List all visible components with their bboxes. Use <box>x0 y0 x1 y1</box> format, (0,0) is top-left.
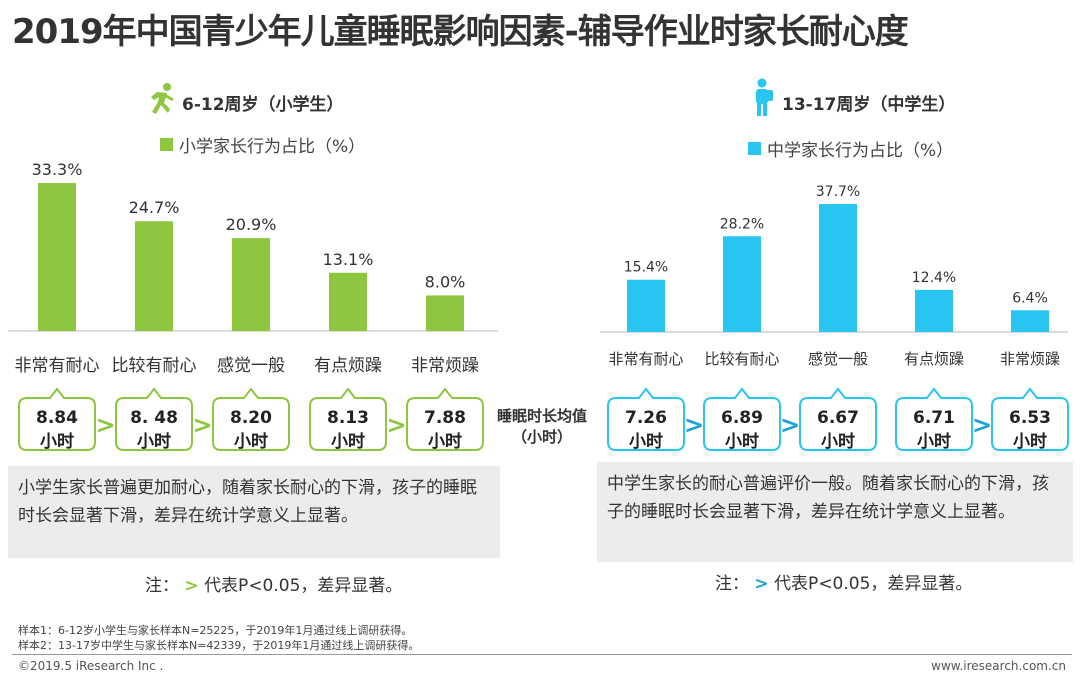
left-sleep-callout <box>309 387 387 451</box>
left-sleep-hours: 8.20 <box>230 408 272 428</box>
left-comparison-sign: > <box>192 411 212 439</box>
left-sleep-callout <box>406 387 484 451</box>
left-sleep-unit: 小时 <box>428 432 462 452</box>
right-legend-swatch <box>748 142 761 155</box>
right-legend-label: 中学家长行为占比（%） <box>767 141 954 161</box>
right-comparison-sign: > <box>684 411 704 439</box>
left-bar-value-label: 8.0% <box>425 272 466 291</box>
right-bar <box>1011 310 1049 332</box>
left-sleep-unit: 小时 <box>331 432 365 452</box>
footer-divider <box>12 654 1072 655</box>
left-bar-value-label: 13.1% <box>323 250 374 269</box>
right-sleep-hours: 6.71 <box>913 408 955 428</box>
right-category-label: 感觉一般 <box>808 350 868 368</box>
right-significance-note: 注： > 代表P<0.05，差异显著。 <box>715 569 972 594</box>
right-description: 中学生家长的耐心普遍评价一般。随着家长耐心的下滑，孩子的睡眠时长会显著下滑，差异… <box>597 462 1073 562</box>
left-sleep-hours: 8. 48 <box>130 408 178 428</box>
right-sleep-unit: 小时 <box>917 432 951 452</box>
left-legend-swatch <box>160 138 173 151</box>
left-description: 小学生家长普遍更加耐心，随着家长耐心的下滑，孩子的睡眠时长会显著下滑，差异在统计… <box>8 466 500 558</box>
right-sleep-hours: 6.67 <box>817 408 859 428</box>
right-sleep-unit: 小时 <box>725 432 759 452</box>
right-comparison-sign: > <box>972 411 992 439</box>
site-url: www.iresearch.com.cn <box>931 659 1066 673</box>
right-bar <box>723 236 761 332</box>
right-sleep-unit: 小时 <box>821 432 855 452</box>
right-bar-value-label: 37.7% <box>816 184 860 200</box>
left-bar <box>38 183 76 331</box>
sleep-duration-label-line1: 睡眠时长均值 <box>496 407 587 425</box>
right-bar-value-label: 15.4% <box>624 260 668 276</box>
left-comparison-sign: > <box>386 411 406 439</box>
right-sleep-unit: 小时 <box>1013 432 1047 452</box>
sleep-duration-label-line2: （小时） <box>511 428 572 446</box>
left-sleep-callout <box>115 387 193 451</box>
right-sleep-callout <box>607 387 685 451</box>
left-sleep-hours: 7.88 <box>424 408 466 428</box>
right-sleep-hours: 7.26 <box>625 408 667 428</box>
right-category-label: 比较有耐心 <box>704 350 779 368</box>
right-bar <box>915 289 953 332</box>
right-bar-value-label: 12.4% <box>912 270 956 286</box>
right-note-prefix: 注： <box>715 574 749 594</box>
right-sleep-unit: 小时 <box>629 432 663 452</box>
left-category-label: 有点烦躁 <box>314 356 382 376</box>
student-icon <box>756 78 773 116</box>
right-sleep-hours: 6.53 <box>1009 408 1051 428</box>
right-sleep-callout <box>991 387 1069 451</box>
right-legend: 中学家长行为占比（%） <box>748 136 953 161</box>
left-sleep-unit: 小时 <box>137 432 171 452</box>
left-legend: 小学家长行为占比（%） <box>160 132 365 157</box>
left-bar <box>135 221 173 331</box>
right-sleep-callout <box>895 387 973 451</box>
left-sleep-callout <box>18 387 96 451</box>
left-note-symbol: > <box>184 576 199 596</box>
left-bar-chart: 33.3% 非常有耐心 8.84 小时 >24.7% 比较有耐心 8. 48 小时 >20.9%… <box>8 160 498 452</box>
left-sleep-unit: 小时 <box>40 432 74 452</box>
right-bar <box>819 204 857 332</box>
left-category-label: 感觉一般 <box>217 356 285 376</box>
left-bar-value-label: 20.9% <box>226 215 277 234</box>
right-category-label: 非常有耐心 <box>608 350 683 368</box>
right-sleep-callout <box>799 387 877 451</box>
right-sleep-callout <box>703 387 781 451</box>
left-category-label: 非常烦躁 <box>411 356 479 376</box>
left-sleep-hours: 8.13 <box>327 408 369 428</box>
sleep-duration-label: 睡眠时长均值 （小时） <box>487 406 597 448</box>
right-note-suffix: 代表P<0.05，差异显著。 <box>774 574 973 594</box>
sample-note-2: 样本2：13-17岁中学生与家长样本N=42339，于2019年1月通过线上调研… <box>18 639 420 652</box>
left-legend-label: 小学家长行为占比（%） <box>179 137 366 157</box>
left-significance-note: 注： > 代表P<0.05，差异显著。 <box>145 571 402 596</box>
left-note-prefix: 注： <box>145 576 179 596</box>
left-bar <box>426 295 464 331</box>
right-category-label: 非常烦躁 <box>1000 350 1060 368</box>
left-bar <box>329 272 367 331</box>
left-bar-value-label: 24.7% <box>129 198 180 217</box>
left-note-suffix: 代表P<0.05，差异显著。 <box>204 576 403 596</box>
left-category-label: 比较有耐心 <box>112 356 197 376</box>
left-sleep-callout <box>212 387 290 451</box>
copyright: ©2019.5 iResearch Inc . <box>18 659 164 673</box>
left-sleep-hours: 8.84 <box>36 408 78 428</box>
running-child-icon <box>151 83 174 114</box>
right-bar <box>627 279 665 332</box>
left-bar <box>232 238 270 331</box>
right-note-symbol: > <box>754 574 769 594</box>
left-comparison-sign: > <box>95 411 115 439</box>
sample-note-1: 样本1：6-12岁小学生与家长样本N=25225，于2019年1月通过线上调研获… <box>18 624 413 637</box>
right-bar-value-label: 6.4% <box>1012 290 1048 306</box>
left-sleep-unit: 小时 <box>234 432 268 452</box>
right-bar-chart: 15.4% 非常有耐心 7.26 小时 >28.2% 比较有耐心 6.89 小时 >37.7% 感… <box>600 184 1069 452</box>
left-panel-heading: 6-12周岁（小学生） <box>182 95 344 115</box>
left-category-label: 非常有耐心 <box>15 356 100 376</box>
right-comparison-sign: > <box>780 411 800 439</box>
page-title: 2019年中国青少年儿童睡眠影响因素-辅导作业时家长耐心度 <box>12 12 909 52</box>
right-sleep-hours: 6.89 <box>721 408 763 428</box>
right-category-label: 有点烦躁 <box>904 350 964 368</box>
right-panel-heading: 13-17周岁（中学生） <box>782 95 956 115</box>
left-bar-value-label: 33.3% <box>32 160 83 179</box>
right-bar-value-label: 28.2% <box>720 216 764 232</box>
